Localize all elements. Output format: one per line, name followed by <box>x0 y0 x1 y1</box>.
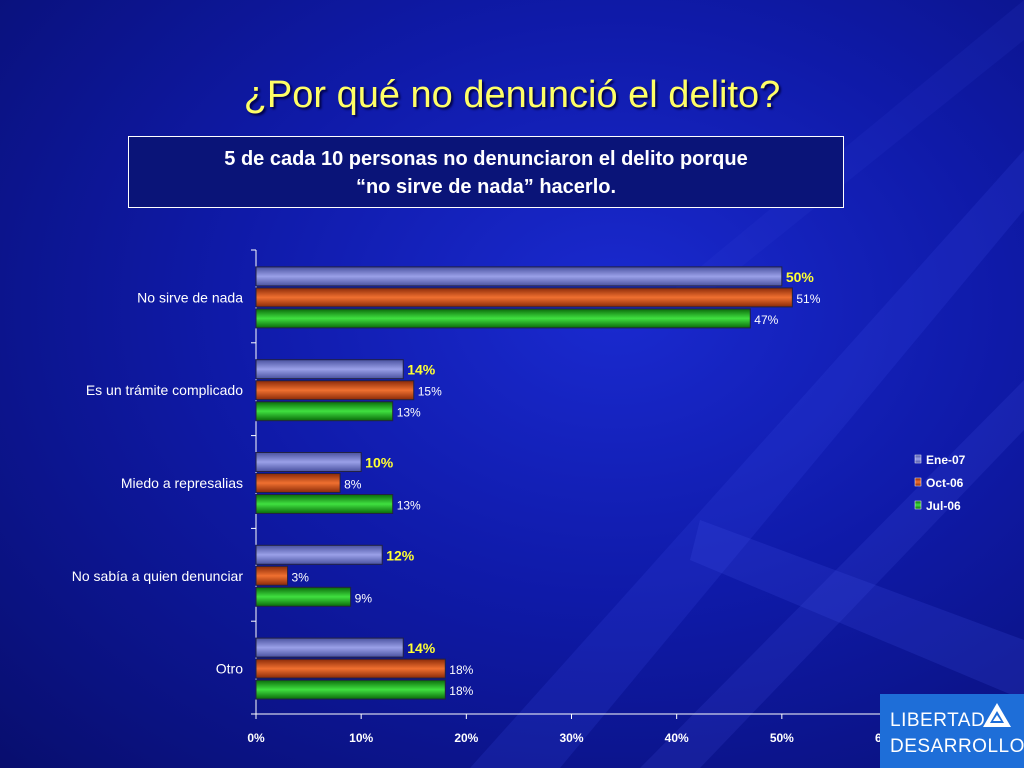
legend-swatch-ene-07 <box>914 454 922 464</box>
legend-label: Ene-07 <box>926 453 966 467</box>
bar-ene-07 <box>255 359 404 380</box>
x-tick-label: 20% <box>454 731 478 745</box>
data-label: 12% <box>386 547 415 563</box>
page-title: ¿Por qué no denunció el delito? <box>243 74 781 116</box>
data-label: 14% <box>407 640 436 656</box>
data-label: 18% <box>449 663 473 677</box>
logo-line-1: LIBERTAD <box>890 710 986 731</box>
legend-label: Oct-06 <box>926 476 964 490</box>
legend-label: Jul-06 <box>926 499 961 513</box>
data-label: 13% <box>397 406 421 420</box>
bar-oct-06 <box>255 565 289 586</box>
libertad-desarrollo-logo: LIBERTAD DESARROLLO <box>880 694 1024 768</box>
bar-jul-06 <box>255 308 751 329</box>
data-label: 47% <box>754 313 778 327</box>
bar-jul-06 <box>255 494 394 514</box>
bar-oct-06 <box>255 473 341 493</box>
data-label: 15% <box>418 385 442 399</box>
category-label: Miedo a represalias <box>121 475 243 491</box>
data-label: 8% <box>344 478 362 492</box>
bar-ene-07 <box>255 544 383 565</box>
x-tick-label: 0% <box>247 731 265 745</box>
bar-jul-06 <box>255 401 394 422</box>
data-label: 10% <box>365 455 394 471</box>
category-label: Es un trámite complicado <box>86 382 243 398</box>
data-label: 51% <box>796 292 820 306</box>
bar-jul-06 <box>255 679 446 700</box>
x-tick-label: 10% <box>349 731 373 745</box>
data-label: 14% <box>407 362 436 378</box>
data-label: 9% <box>355 591 373 605</box>
x-tick-label: 40% <box>665 731 689 745</box>
data-label: 3% <box>292 570 310 584</box>
logo-triangle-icon <box>983 703 1011 727</box>
legend-swatch-jul-06 <box>914 500 922 510</box>
bar-oct-06 <box>255 658 446 679</box>
data-label: 50% <box>786 269 815 285</box>
category-label: No sabía a quien denunciar <box>72 568 244 584</box>
bar-ene-07 <box>255 452 362 472</box>
bar-ene-07 <box>255 637 404 658</box>
subtitle-line-1: 5 de cada 10 personas no denunciaron el … <box>224 148 748 170</box>
legend-swatch-oct-06 <box>914 477 922 487</box>
bar-ene-07 <box>255 266 783 287</box>
x-tick-label: 50% <box>770 731 794 745</box>
subtitle-box: 5 de cada 10 personas no denunciaron el … <box>128 136 844 208</box>
category-label: No sirve de nada <box>137 289 243 305</box>
data-label: 13% <box>397 499 421 513</box>
bar-oct-06 <box>255 380 415 401</box>
bar-oct-06 <box>255 287 793 308</box>
logo-line-2: DESARROLLO <box>890 736 1024 757</box>
category-label: Otro <box>216 661 243 677</box>
bar-jul-06 <box>255 586 352 607</box>
data-label: 18% <box>449 684 473 698</box>
subtitle-line-2: “no sirve de nada” hacerlo. <box>355 176 617 198</box>
x-tick-label: 30% <box>559 731 583 745</box>
